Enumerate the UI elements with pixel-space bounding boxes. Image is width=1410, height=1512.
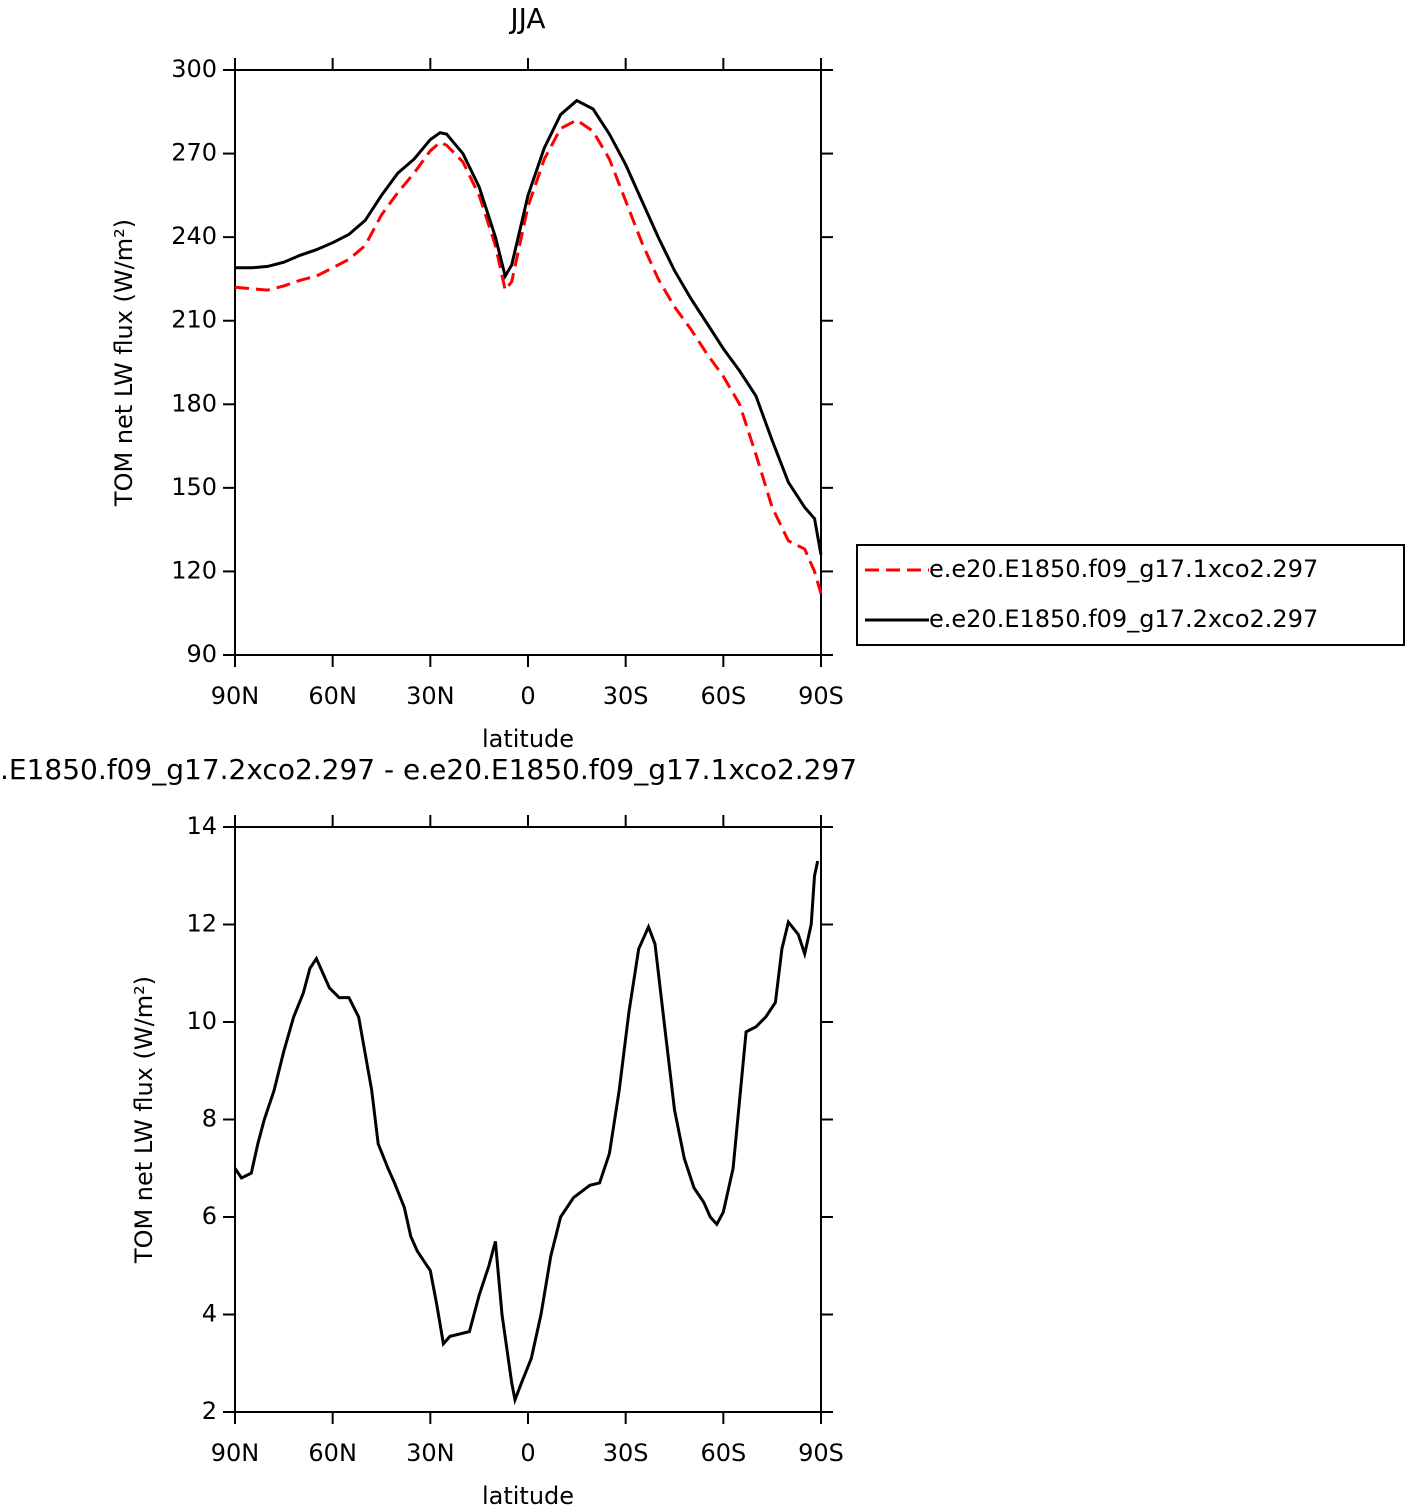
y-tick-label: 4 xyxy=(202,1300,217,1328)
legend-label: e.e20.E1850.f09_g17.1xco2.297 xyxy=(929,555,1318,583)
y-axis-label: TOM net LW flux (W/m²) xyxy=(130,976,158,1264)
data-line xyxy=(233,860,820,1406)
y-tick-label: 120 xyxy=(171,556,217,584)
x-tick-label: 90N xyxy=(211,1439,260,1467)
x-tick-label: 30N xyxy=(406,682,455,710)
plot-frame xyxy=(234,826,822,1413)
y-tick-label: 14 xyxy=(186,812,217,840)
legend-box xyxy=(856,544,1405,646)
chart-title: .E1850.f09_g17.2xco2.297 - e.e20.E1850.f… xyxy=(0,753,857,786)
y-tick-label: 8 xyxy=(202,1105,217,1133)
x-tick-label: 60S xyxy=(700,682,746,710)
x-axis-label: latitude xyxy=(482,1482,574,1510)
x-tick-label: 30S xyxy=(603,1439,649,1467)
y-tick-label: 10 xyxy=(186,1007,217,1035)
y-tick-label: 270 xyxy=(171,139,217,167)
x-tick-label: 60N xyxy=(308,1439,357,1467)
data-line xyxy=(234,118,823,595)
chart-title: JJA xyxy=(508,2,545,35)
y-tick-label: 12 xyxy=(186,910,217,938)
y-tick-label: 180 xyxy=(171,389,217,417)
y-tick-label: 300 xyxy=(171,55,217,83)
x-axis-label: latitude xyxy=(482,725,574,753)
data-line xyxy=(235,98,823,555)
y-tick-label: 2 xyxy=(202,1397,217,1425)
x-tick-label: 60S xyxy=(700,1439,746,1467)
x-tick-label: 30S xyxy=(603,682,649,710)
x-tick-label: 60N xyxy=(308,682,357,710)
y-tick-label: 90 xyxy=(186,640,217,668)
x-tick-label: 90S xyxy=(798,682,844,710)
y-tick-label: 6 xyxy=(202,1202,217,1230)
y-tick-label: 240 xyxy=(171,222,217,250)
x-tick-label: 90N xyxy=(211,682,260,710)
y-axis-label: TOM net LW flux (W/m²) xyxy=(110,219,138,507)
legend-label: e.e20.E1850.f09_g17.2xco2.297 xyxy=(929,605,1318,633)
x-tick-label: 0 xyxy=(520,1439,535,1467)
x-tick-label: 0 xyxy=(520,682,535,710)
y-tick-label: 210 xyxy=(171,306,217,334)
x-tick-label: 90S xyxy=(798,1439,844,1467)
y-tick-label: 150 xyxy=(171,473,217,501)
x-tick-label: 30N xyxy=(406,1439,455,1467)
